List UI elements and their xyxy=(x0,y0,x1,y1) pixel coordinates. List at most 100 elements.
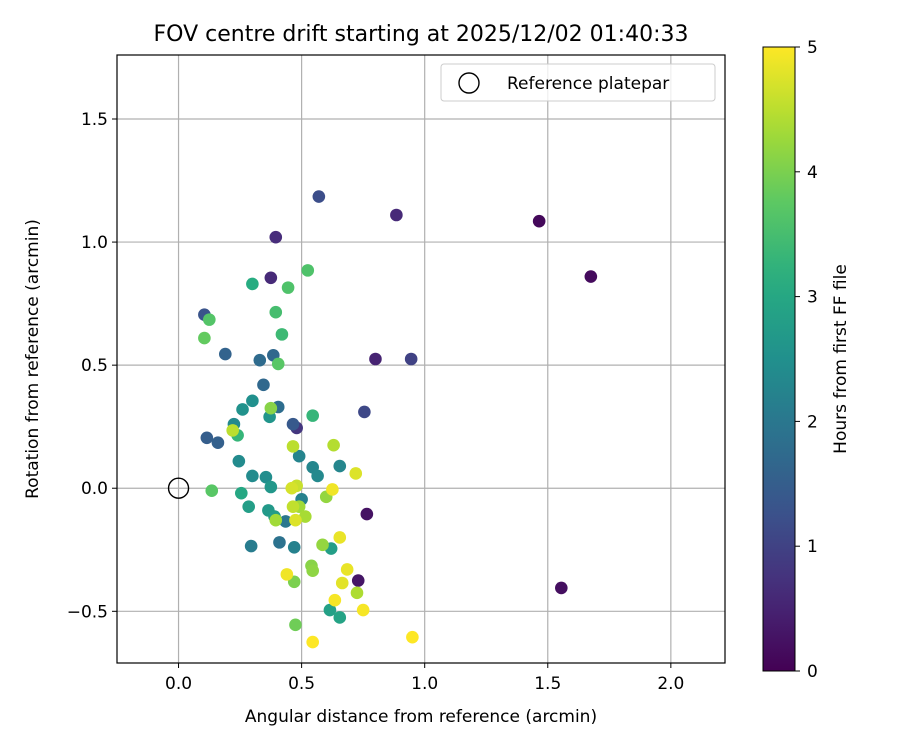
legend-reference-marker xyxy=(458,72,480,94)
x-tick-label: 0.0 xyxy=(165,674,192,694)
colorbar-tick-label: 3 xyxy=(807,288,818,308)
data-point xyxy=(306,564,319,577)
colorbar-tick-label: 2 xyxy=(807,412,818,432)
data-point xyxy=(333,531,347,544)
x-tick-label: 1.0 xyxy=(411,674,438,694)
x-tick-label: 0.5 xyxy=(288,674,315,694)
data-point xyxy=(316,538,329,552)
legend-label: Reference platepar xyxy=(507,74,669,94)
data-point xyxy=(246,394,259,408)
data-point xyxy=(246,469,259,483)
data-point xyxy=(273,536,286,549)
data-point xyxy=(286,417,300,431)
x-axis-label: Angular distance from reference (arcmin) xyxy=(245,707,597,727)
data-point xyxy=(264,271,278,285)
data-point xyxy=(287,541,301,554)
data-point xyxy=(323,603,337,617)
colorbar-tick-label: 4 xyxy=(807,163,818,183)
y-tick-label: 1.0 xyxy=(81,233,108,253)
data-point xyxy=(350,586,364,600)
data-point xyxy=(335,576,349,590)
data-point xyxy=(299,510,312,523)
data-point xyxy=(349,467,363,480)
data-point xyxy=(306,635,319,649)
data-point xyxy=(328,593,342,607)
x-axis-ticks: 0.0 0.5 1.0 1.5 2.0 xyxy=(165,663,684,694)
data-points xyxy=(167,190,598,649)
data-point xyxy=(292,449,306,463)
plot-border xyxy=(116,54,726,664)
data-point xyxy=(244,539,258,553)
legend: Reference platepar xyxy=(440,63,716,102)
data-point xyxy=(242,500,255,513)
data-point xyxy=(358,405,371,419)
data-point xyxy=(360,507,374,521)
data-point xyxy=(333,611,347,624)
data-point xyxy=(532,214,546,228)
data-point xyxy=(275,328,289,341)
data-point xyxy=(326,483,339,496)
data-point xyxy=(311,469,324,483)
data-point xyxy=(236,403,249,416)
colorbar-tick-label: 1 xyxy=(807,537,818,557)
data-point xyxy=(584,270,598,283)
data-point xyxy=(211,436,225,449)
data-point xyxy=(356,603,370,617)
data-point xyxy=(285,481,299,495)
data-point xyxy=(327,438,340,452)
data-point xyxy=(198,331,211,345)
data-point xyxy=(235,486,248,500)
y-tick-label: −0.5 xyxy=(67,602,108,622)
data-point xyxy=(257,378,270,392)
data-point xyxy=(269,513,283,527)
y-tick-label: 1.5 xyxy=(81,110,108,130)
y-tick-label: 0.5 xyxy=(81,356,108,376)
data-point xyxy=(232,454,246,468)
data-point xyxy=(205,484,219,497)
data-point xyxy=(253,353,267,367)
x-tick-label: 1.5 xyxy=(534,674,561,694)
data-point xyxy=(306,409,319,422)
colorbar-tick-label: 0 xyxy=(807,662,818,682)
data-point xyxy=(369,352,382,366)
data-point xyxy=(200,431,214,445)
data-point xyxy=(406,630,419,644)
colorbar: 0 1 2 3 4 5 Hours from first FF file xyxy=(762,38,851,682)
data-point xyxy=(289,618,302,632)
data-point xyxy=(351,574,365,587)
colorbar-ticks: 0 1 2 3 4 5 xyxy=(795,38,818,682)
data-point xyxy=(280,568,294,581)
data-point xyxy=(271,357,285,371)
data-point xyxy=(289,513,302,527)
colorbar-label: Hours from first FF file xyxy=(831,264,851,454)
reference-platepar-marker xyxy=(167,477,190,499)
data-point xyxy=(390,208,403,222)
data-point xyxy=(259,470,273,484)
legend-box xyxy=(440,63,716,102)
data-point xyxy=(279,515,292,528)
data-point xyxy=(281,281,295,294)
data-point xyxy=(312,190,326,203)
colorbar-gradient xyxy=(762,46,796,672)
data-point xyxy=(333,459,347,473)
grid-lines xyxy=(117,55,725,663)
data-point xyxy=(286,500,300,513)
y-tick-label: 0.0 xyxy=(81,479,108,499)
data-point xyxy=(226,424,239,437)
data-point xyxy=(269,230,283,244)
chart-title: FOV centre drift starting at 2025/12/02 … xyxy=(154,22,689,47)
data-point xyxy=(301,264,315,277)
data-point xyxy=(269,305,283,319)
data-point xyxy=(555,581,568,595)
data-point xyxy=(404,352,418,366)
x-tick-label: 2.0 xyxy=(657,674,684,694)
axes-frame xyxy=(116,54,726,664)
colorbar-tick-label: 5 xyxy=(807,38,818,58)
data-point xyxy=(286,440,300,453)
data-point xyxy=(264,401,278,415)
y-axis-ticks: −0.5 0.0 0.5 1.0 1.5 xyxy=(67,110,117,622)
y-axis-label: Rotation from reference (arcmin) xyxy=(23,219,43,499)
data-point xyxy=(246,277,259,291)
data-point xyxy=(340,563,354,576)
